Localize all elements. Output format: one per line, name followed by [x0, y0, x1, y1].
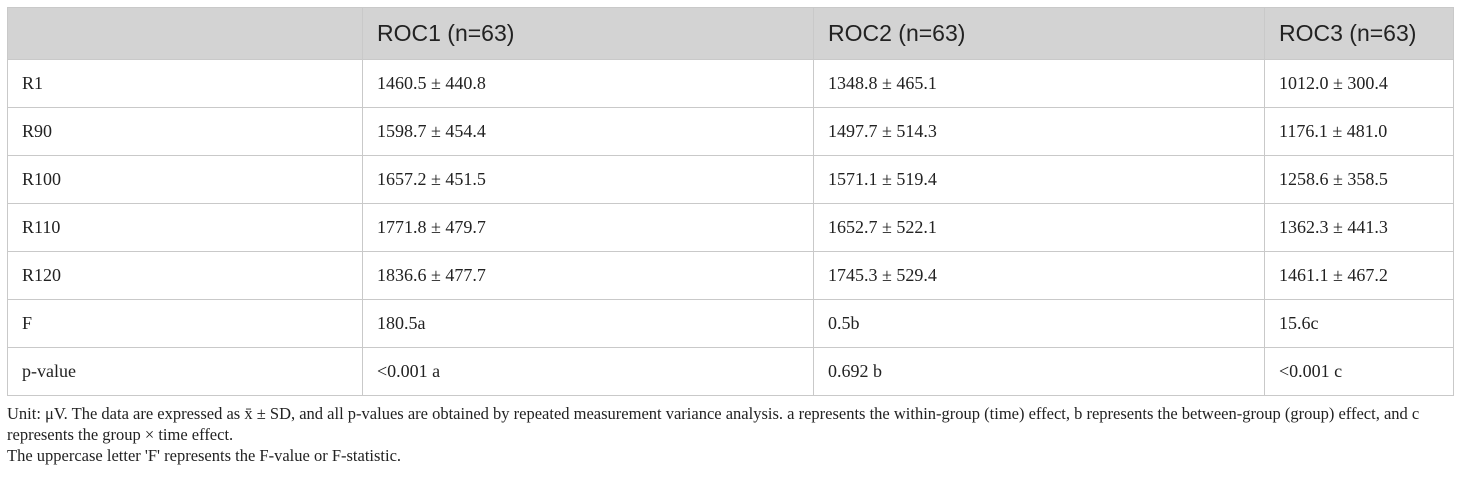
table-cell: 1598.7 ± 454.4: [362, 107, 814, 156]
table-cell: 1348.8 ± 465.1: [813, 59, 1265, 108]
table-cell: 1657.2 ± 451.5: [362, 155, 814, 204]
table-cell: 180.5a: [362, 299, 814, 348]
table-row: R100 1657.2 ± 451.5 1571.1 ± 519.4 1258.…: [7, 155, 1454, 204]
row-label: R100: [7, 155, 363, 204]
row-label: F: [7, 299, 363, 348]
header-row: ROC1 (n=63) ROC2 (n=63) ROC3 (n=63): [7, 7, 1454, 60]
row-label: p-value: [7, 347, 363, 396]
table-cell: 1461.1 ± 467.2: [1264, 251, 1454, 300]
table-cell: 1176.1 ± 481.0: [1264, 107, 1454, 156]
header-cell-roc3: ROC3 (n=63): [1264, 7, 1454, 60]
table-cell: 1497.7 ± 514.3: [813, 107, 1265, 156]
results-table: ROC1 (n=63) ROC2 (n=63) ROC3 (n=63) R1 1…: [7, 7, 1454, 396]
header-cell-roc2: ROC2 (n=63): [813, 7, 1265, 60]
table-row: R110 1771.8 ± 479.7 1652.7 ± 522.1 1362.…: [7, 203, 1454, 252]
table-cell: 1745.3 ± 529.4: [813, 251, 1265, 300]
table-row: R120 1836.6 ± 477.7 1745.3 ± 529.4 1461.…: [7, 251, 1454, 300]
table-cell: 15.6c: [1264, 299, 1454, 348]
table-cell: 0.5b: [813, 299, 1265, 348]
header-cell-roc1: ROC1 (n=63): [362, 7, 814, 60]
table-row: R90 1598.7 ± 454.4 1497.7 ± 514.3 1176.1…: [7, 107, 1454, 156]
row-label: R120: [7, 251, 363, 300]
table-cell: 0.692 b: [813, 347, 1265, 396]
row-label: R90: [7, 107, 363, 156]
footnote-f-statistic: The uppercase letter 'F' represents the …: [7, 446, 402, 465]
table-cell: 1836.6 ± 477.7: [362, 251, 814, 300]
table-row: R1 1460.5 ± 440.8 1348.8 ± 465.1 1012.0 …: [7, 59, 1454, 108]
table-row: F 180.5a 0.5b 15.6c: [7, 299, 1454, 348]
table-cell: <0.001 c: [1264, 347, 1454, 396]
table-row: p-value <0.001 a 0.692 b <0.001 c: [7, 347, 1454, 396]
table-cell: 1571.1 ± 519.4: [813, 155, 1265, 204]
table-cell: 1258.6 ± 358.5: [1264, 155, 1454, 204]
table-cell: 1460.5 ± 440.8: [362, 59, 814, 108]
table-footnotes: Unit: μV. The data are expressed as x̄ ±…: [7, 403, 1453, 466]
table-cell: <0.001 a: [362, 347, 814, 396]
row-label: R110: [7, 203, 363, 252]
table-cell: 1362.3 ± 441.3: [1264, 203, 1454, 252]
table-cell: 1771.8 ± 479.7: [362, 203, 814, 252]
row-label: R1: [7, 59, 363, 108]
header-cell-empty: [7, 7, 363, 60]
table-cell: 1652.7 ± 522.1: [813, 203, 1265, 252]
footnote-units: Unit: μV. The data are expressed as x̄ ±…: [7, 404, 1420, 444]
table-cell: 1012.0 ± 300.4: [1264, 59, 1454, 108]
